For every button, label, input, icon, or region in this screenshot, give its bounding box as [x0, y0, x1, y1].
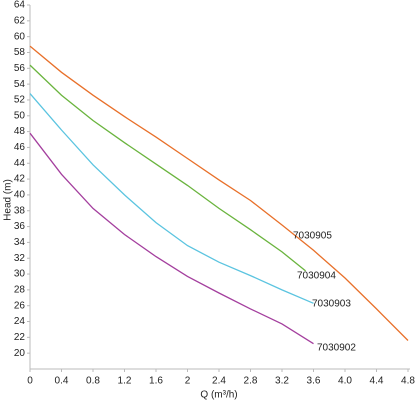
- y-tick-label: 28: [14, 285, 26, 296]
- x-tick-label: 1.2: [118, 376, 132, 387]
- y-tick-label: 56: [14, 63, 26, 74]
- x-tick-label: 2.4: [212, 376, 226, 387]
- x-tick-label: 4.0: [338, 376, 352, 387]
- series-label: 7030905: [293, 231, 332, 242]
- x-tick-label: 4.8: [401, 376, 415, 387]
- x-tick-label: 0: [27, 376, 33, 387]
- x-tick-label: 0.4: [55, 376, 69, 387]
- y-tick-label: 62: [14, 15, 26, 26]
- y-tick-label: 54: [14, 79, 26, 90]
- y-tick-label: 40: [14, 190, 26, 201]
- y-tick-label: 64: [14, 0, 26, 11]
- y-tick-label: 38: [14, 205, 26, 216]
- y-tick-label: 46: [14, 142, 26, 153]
- curve: [29, 93, 314, 304]
- series-label: 7030903: [312, 299, 351, 310]
- y-tick-label: 20: [14, 348, 26, 359]
- series-label: 7030902: [317, 343, 356, 354]
- y-tick-label: 24: [14, 316, 26, 327]
- curve: [29, 64, 307, 272]
- curve: [29, 45, 409, 341]
- series-label: 7030904: [297, 271, 336, 282]
- x-tick-label: 4.4: [370, 376, 384, 387]
- x-tick-label: 3.6: [307, 376, 321, 387]
- y-tick-label: 58: [14, 47, 26, 58]
- y-tick-label: 36: [14, 221, 26, 232]
- x-tick-label: 2.8: [244, 376, 258, 387]
- y-tick-label: 30: [14, 269, 26, 280]
- y-tick-label: 34: [14, 237, 26, 248]
- curve: [29, 132, 314, 345]
- y-tick-label: 52: [14, 95, 26, 106]
- y-tick-label: 50: [14, 110, 26, 121]
- x-axis-title: Q (m³/h): [200, 390, 237, 401]
- y-tick-label: 44: [14, 158, 26, 169]
- y-tick-label: 26: [14, 300, 26, 311]
- x-tick-label: 2: [185, 376, 191, 387]
- y-axis-title: Head (m): [3, 179, 14, 221]
- y-tick-label: 22: [14, 332, 26, 343]
- y-tick-label: 48: [14, 126, 26, 137]
- y-tick-label: 32: [14, 253, 26, 264]
- x-tick-label: 1.6: [149, 376, 163, 387]
- x-tick-label: 3.2: [275, 376, 289, 387]
- y-tick-label: 42: [14, 174, 26, 185]
- x-tick-label: 0.8: [86, 376, 100, 387]
- y-tick-label: 60: [14, 31, 26, 42]
